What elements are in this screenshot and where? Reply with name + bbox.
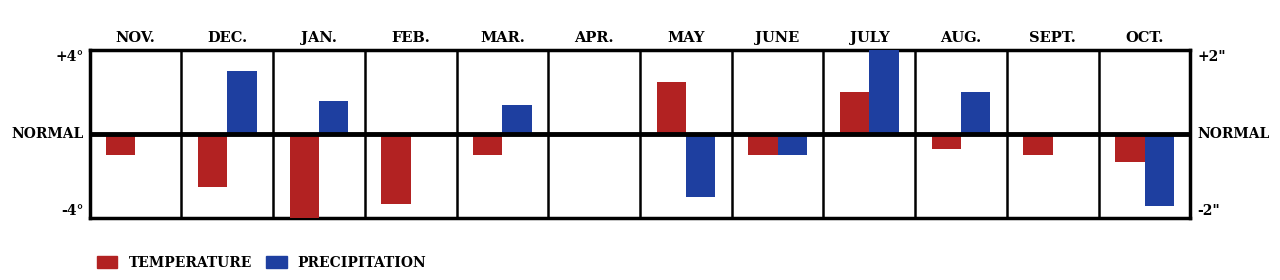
Bar xyxy=(777,134,806,155)
Bar xyxy=(228,71,256,134)
Text: +2": +2" xyxy=(1198,50,1226,64)
Bar xyxy=(381,134,411,204)
Bar xyxy=(749,134,778,155)
Bar xyxy=(198,134,228,187)
Text: NORMAL: NORMAL xyxy=(12,127,84,141)
Bar xyxy=(289,134,319,218)
Bar xyxy=(869,0,899,134)
Text: +4°: +4° xyxy=(56,50,84,64)
Bar xyxy=(1115,134,1144,162)
Bar xyxy=(319,101,348,134)
Bar xyxy=(932,134,961,149)
Bar xyxy=(474,134,502,155)
Bar xyxy=(961,92,991,134)
Bar xyxy=(106,134,136,155)
Bar xyxy=(657,82,686,134)
Text: -4°: -4° xyxy=(61,204,84,218)
Legend: TEMPERATURE, PRECIPITATION: TEMPERATURE, PRECIPITATION xyxy=(96,256,426,270)
Bar xyxy=(1144,134,1174,206)
Bar xyxy=(1024,134,1052,155)
Bar xyxy=(840,92,869,134)
Text: -2": -2" xyxy=(1198,204,1221,218)
Text: NORMAL: NORMAL xyxy=(1198,127,1270,141)
Bar xyxy=(686,134,716,197)
Bar xyxy=(502,105,531,134)
